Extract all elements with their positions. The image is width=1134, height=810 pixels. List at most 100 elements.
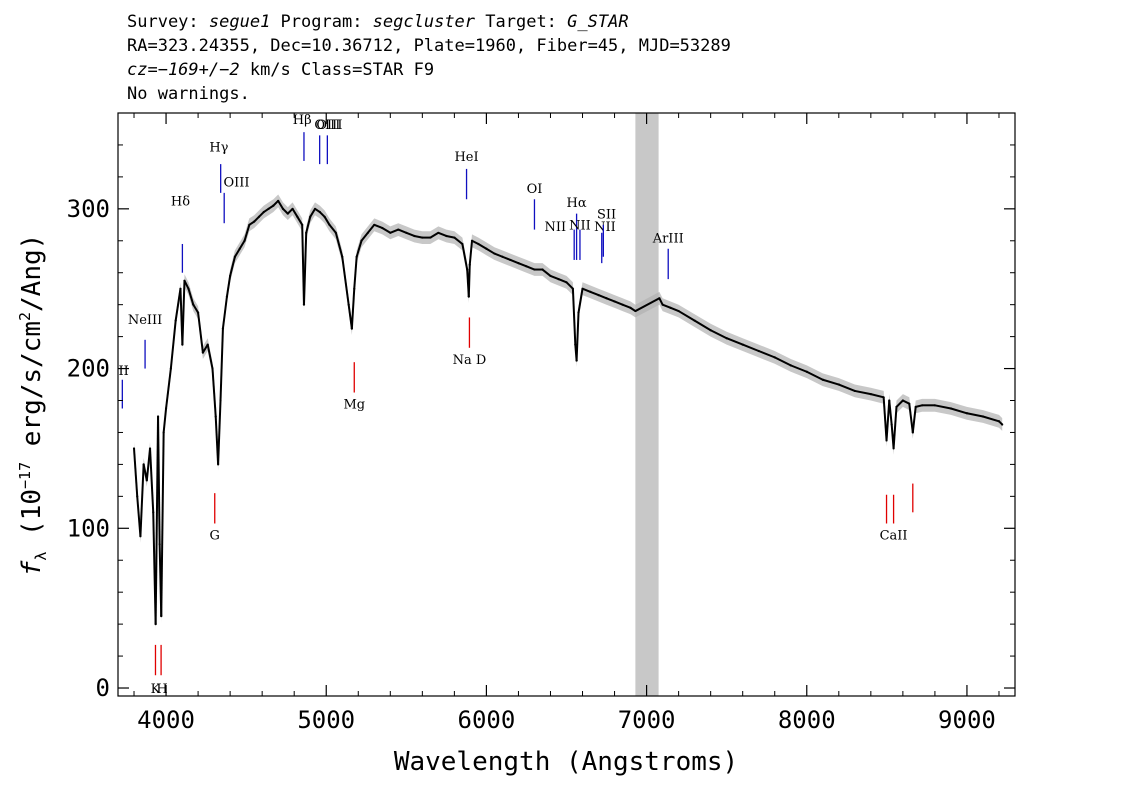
flux-segment xyxy=(211,368,217,417)
flux-segment xyxy=(966,412,984,418)
flux-segment xyxy=(614,300,623,306)
flux-segment xyxy=(367,224,376,234)
flux-segment xyxy=(355,240,363,258)
y-axis-title-exp1: −17 xyxy=(16,462,34,489)
absorption-line-label: Na D xyxy=(453,353,487,368)
flux-segment xyxy=(360,232,369,242)
flux-segment xyxy=(758,350,776,359)
emission-line-label: II xyxy=(118,364,128,379)
flux-segment xyxy=(582,287,591,293)
flux-segment xyxy=(854,389,872,396)
flux-segment xyxy=(934,404,952,410)
absorption-line-label: G xyxy=(210,528,220,543)
flux-segment xyxy=(258,211,265,218)
flux-segment xyxy=(477,243,487,250)
flux-segment xyxy=(350,288,356,329)
flux-segment xyxy=(822,378,840,386)
error-band xyxy=(134,194,1003,631)
flux-segment xyxy=(287,208,294,215)
flux-segment xyxy=(181,280,186,345)
flux-segment xyxy=(494,252,503,258)
flux-segment xyxy=(982,415,1000,423)
flux-segment xyxy=(541,268,552,277)
target-value: G_STAR xyxy=(567,12,629,32)
emission-line-label: Hβ xyxy=(293,113,312,128)
flux-segment xyxy=(742,343,760,352)
flux-segment xyxy=(468,240,473,265)
flux-segment xyxy=(296,216,304,226)
y-axis-title-post: /Ang) xyxy=(17,234,47,312)
flux-segment xyxy=(405,231,415,237)
flux-segment xyxy=(838,383,856,392)
flux-segment xyxy=(323,216,331,226)
flux-segment xyxy=(192,304,199,314)
header-line-warnings: No warnings. xyxy=(127,84,250,104)
flux-segment xyxy=(397,228,407,234)
y-tick-label: 300 xyxy=(67,195,110,223)
flux-segment xyxy=(518,262,527,268)
survey-label: Survey: xyxy=(127,12,209,32)
flux-segment xyxy=(710,329,728,340)
target-label: Target: xyxy=(475,12,568,32)
flux-segment xyxy=(197,312,204,353)
x-tick-label: 6000 xyxy=(458,706,516,734)
flux-segment xyxy=(373,223,383,229)
flux-segment xyxy=(485,247,495,255)
flux-segment xyxy=(662,303,671,309)
flux-segment xyxy=(895,399,904,408)
flux-segment xyxy=(694,319,712,332)
class-value: km/s Class=STAR F9 xyxy=(239,60,435,80)
flux-segment xyxy=(206,344,214,369)
flux-segment xyxy=(634,297,660,312)
flux-segment xyxy=(950,407,968,415)
flux-segment xyxy=(162,408,168,433)
flux-segment xyxy=(243,224,251,242)
flux-segment xyxy=(575,312,580,361)
flux-segment xyxy=(885,400,891,441)
flux-segment xyxy=(169,320,177,369)
x-tick-label: 7000 xyxy=(618,706,676,734)
emission-line-label: SII xyxy=(597,207,616,222)
flux-segment xyxy=(577,288,584,313)
flux-segment xyxy=(902,399,910,405)
flux-segment xyxy=(571,288,577,345)
flux-segment xyxy=(790,364,808,373)
program-label: Program: xyxy=(270,12,373,32)
flux-segment xyxy=(291,208,299,218)
flux-segment xyxy=(272,200,279,207)
flux-segment xyxy=(461,243,469,270)
flux-segment xyxy=(870,393,884,399)
flux-segment xyxy=(510,259,519,265)
survey-value: segue1 xyxy=(208,12,271,32)
flux-segment xyxy=(526,265,535,271)
x-tick-label: 8000 xyxy=(778,706,836,734)
flux-segment xyxy=(309,208,316,218)
masked-region xyxy=(635,113,659,696)
flux-segment xyxy=(446,235,455,239)
flux-segment xyxy=(221,296,228,329)
flux-segment xyxy=(305,216,312,234)
y-axis-title-pre: (10 xyxy=(17,489,47,552)
y-axis-title-f: f xyxy=(17,560,47,576)
flux-segment xyxy=(558,278,567,284)
flux-segment xyxy=(565,281,574,290)
flux-segment xyxy=(471,239,479,245)
x-tick-label: 4000 xyxy=(137,706,195,734)
flux-segment xyxy=(892,406,898,449)
flux-segment xyxy=(165,368,172,409)
flux-segment xyxy=(334,232,344,258)
flux-segment xyxy=(133,448,139,497)
flux-segment xyxy=(139,464,145,537)
flux-segment xyxy=(302,232,308,305)
emission-line-label: HeI xyxy=(454,150,478,165)
flux-segment xyxy=(217,400,222,465)
flux-segment xyxy=(319,211,326,218)
emission-line-label: NII xyxy=(594,220,616,235)
x-axis-title: Wavelength (Angstroms) xyxy=(394,747,738,777)
spectrum-header: Survey: segue1 Program: segcluster Targe… xyxy=(127,10,731,106)
flux-segment xyxy=(160,432,165,617)
flux-segment xyxy=(908,403,914,433)
program-value: segcluster xyxy=(372,12,476,32)
flux-segment xyxy=(658,297,664,306)
